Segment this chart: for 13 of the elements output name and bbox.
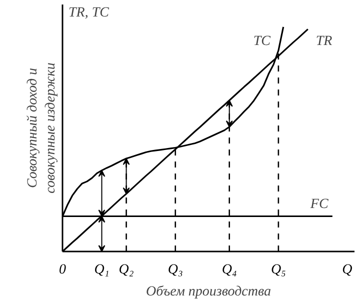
x-tick-label: Q₁ bbox=[94, 262, 110, 278]
x-tick-label: Q bbox=[342, 262, 352, 278]
x-tick-label: Q₂ bbox=[118, 262, 134, 278]
x-tick-label: Q₃ bbox=[168, 262, 183, 278]
text: TR, TC bbox=[68, 6, 110, 20]
series-label: TC bbox=[253, 34, 272, 49]
x-axis-title: Объем производства bbox=[146, 284, 271, 300]
x-tick-label: Q₄ bbox=[222, 262, 237, 278]
x-tick-label: Q₅ bbox=[270, 262, 286, 278]
series-label: TR bbox=[316, 34, 333, 50]
x-tick-label: 0 bbox=[59, 262, 66, 278]
series-label: FC bbox=[309, 197, 329, 212]
y-axis-title: Совокупный доход и совокупные издержки bbox=[26, 62, 58, 194]
